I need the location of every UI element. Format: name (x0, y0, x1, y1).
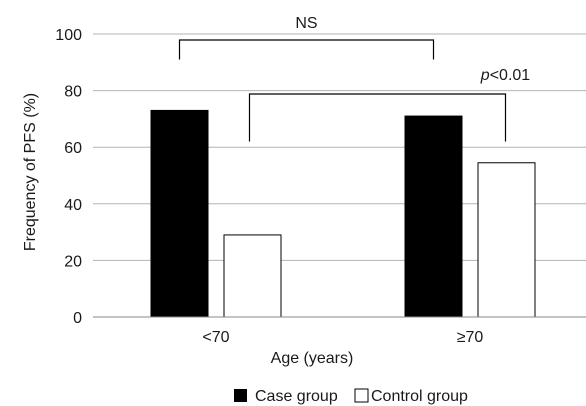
bracket-ns (178, 39, 435, 60)
annotation-p-rest: <0.01 (490, 67, 531, 84)
x-axis-label: Age (years) (271, 350, 354, 367)
y-tick-label: 0 (73, 310, 82, 327)
bar-control-group-1 (477, 162, 536, 318)
bar-control-group-0 (223, 234, 282, 318)
legend: Case group Control group (234, 388, 468, 405)
annotation-p-value: p<0.01 (480, 67, 530, 84)
bar-case-group-0 (150, 109, 209, 318)
annotation-ns: NS (295, 15, 317, 32)
y-tick-label: 20 (64, 253, 82, 270)
significance-brackets: NS p<0.01 (178, 15, 530, 142)
x-axis-ticks: <70 ≥70 (202, 329, 483, 346)
x-tick-label: ≥70 (457, 329, 484, 346)
legend-label-control-group: Control group (371, 388, 468, 405)
y-axis-label: Frequency of PFS (%) (22, 93, 39, 251)
y-tick-label: 80 (64, 84, 82, 101)
annotation-p-italic: p (480, 67, 490, 84)
legend-label-case-group: Case group (255, 388, 338, 405)
y-tick-label: 100 (55, 27, 82, 44)
bars (150, 109, 536, 318)
bar-case-group-1 (404, 115, 463, 318)
bracket-p (248, 93, 507, 142)
y-tick-label: 60 (64, 140, 82, 157)
legend-swatch-case-group (234, 389, 247, 402)
y-axis-ticks: 0 20 40 60 80 100 (55, 27, 82, 327)
x-tick-label: <70 (202, 329, 229, 346)
legend-swatch-control-group (354, 388, 369, 403)
y-tick-label: 40 (64, 197, 82, 214)
